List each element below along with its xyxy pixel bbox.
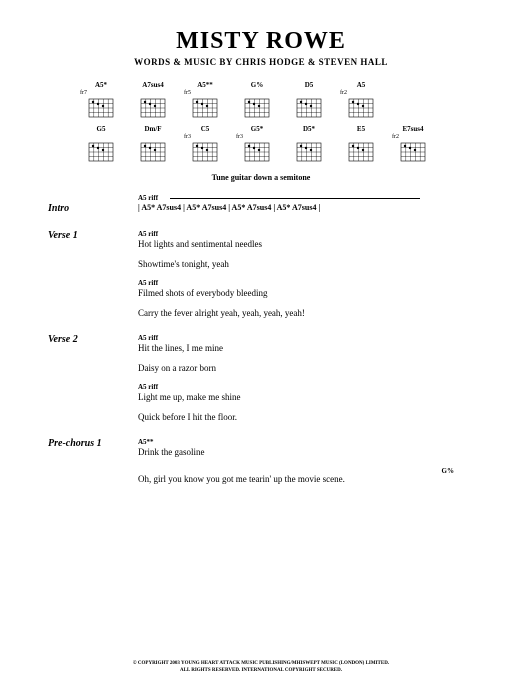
section-label: Intro bbox=[48, 203, 138, 214]
verse2-section: Verse 2 A5 riffHit the lines, I me mineD… bbox=[48, 334, 474, 422]
lyric-line: A5 riffFilmed shots of everybody bleedin… bbox=[138, 279, 474, 298]
chord-name: G% bbox=[251, 81, 263, 89]
riff-tag: A5 riff bbox=[138, 383, 474, 391]
chord-diagram: G5* fr3 bbox=[234, 125, 280, 163]
chord-name: E7sus4 bbox=[402, 125, 423, 133]
chord-diagram: A7sus4 bbox=[130, 81, 176, 119]
section-label: Verse 2 bbox=[48, 334, 138, 422]
riff-tag: A5 riff bbox=[138, 230, 474, 238]
lyric-text: Light me up, make me shine bbox=[138, 392, 474, 402]
lyric-line: Daisy on a razor born bbox=[138, 363, 474, 373]
chord-diagram: D5 bbox=[286, 81, 332, 119]
lyric-line: A5**Drink the gasoline bbox=[138, 438, 474, 457]
chord-diagram: A5 fr2 bbox=[338, 81, 384, 119]
lyric-text: Filmed shots of everybody bleeding bbox=[138, 288, 474, 298]
section-label: Pre-chorus 1 bbox=[48, 438, 138, 484]
song-title: MISTY ROWE bbox=[48, 28, 474, 55]
chord-grid bbox=[191, 97, 219, 119]
chord-diagram: Dm/F bbox=[130, 125, 176, 163]
chord-name: D5* bbox=[303, 125, 315, 133]
lyric-line: Quick before I hit the floor. bbox=[138, 412, 474, 422]
chord-name: Dm/F bbox=[144, 125, 161, 133]
chord-grid bbox=[347, 97, 375, 119]
intro-chords: | A5* A7sus4 | A5* A7sus4 | A5* A7sus4 |… bbox=[138, 203, 474, 214]
chord-diagram: A5* fr7 bbox=[78, 81, 124, 119]
chord-grid bbox=[87, 97, 115, 119]
lyric-text: Quick before I hit the floor. bbox=[138, 412, 474, 422]
chord-diagram: G5 bbox=[78, 125, 124, 163]
chord-name: C5 bbox=[201, 125, 210, 133]
lyric-text: Hit the lines, I me mine bbox=[138, 343, 474, 353]
riff-tag: A5 riff bbox=[138, 334, 474, 342]
lyric-line: A5 riffHot lights and sentimental needle… bbox=[138, 230, 474, 249]
chord-name: G5* bbox=[251, 125, 263, 133]
verse1-section: Verse 1 A5 riffHot lights and sentimenta… bbox=[48, 230, 474, 318]
chord-name: E5 bbox=[357, 125, 365, 133]
chord-name: A7sus4 bbox=[142, 81, 163, 89]
chord-name: G5 bbox=[97, 125, 106, 133]
chord-grid bbox=[399, 141, 427, 163]
chord-grid bbox=[347, 141, 375, 163]
lyric-line: A5 riffLight me up, make me shine bbox=[138, 383, 474, 402]
fret-label: fr7 bbox=[80, 90, 87, 97]
lyric-line: Showtime's tonight, yeah bbox=[138, 259, 474, 269]
chord-grid bbox=[139, 97, 167, 119]
fret-label: fr3 bbox=[236, 134, 243, 141]
chord-name: A5** bbox=[197, 81, 213, 89]
chord-diagram: A5** fr5 bbox=[182, 81, 228, 119]
riff-header: A5 riff bbox=[138, 194, 474, 202]
lyric-text: Carry the fever alright yeah, yeah, yeah… bbox=[138, 308, 474, 318]
copyright-text: © COPYRIGHT 2003 YOUNG HEART ATTACK MUSI… bbox=[0, 661, 522, 674]
fret-label: fr2 bbox=[340, 90, 347, 97]
chord-diagram: E5 bbox=[338, 125, 384, 163]
lyric-text: Oh, girl you know you got me tearin' up … bbox=[138, 474, 474, 484]
lyric-text: Drink the gasoline bbox=[138, 447, 474, 457]
riff-tag: A5 riff bbox=[138, 279, 474, 287]
lyric-line: Carry the fever alright yeah, yeah, yeah… bbox=[138, 308, 474, 318]
tuning-note: Tune guitar down a semitone bbox=[48, 173, 474, 182]
song-credits: WORDS & MUSIC BY CHRIS HODGE & STEVEN HA… bbox=[48, 57, 474, 67]
chord-diagram: C5 fr3 bbox=[182, 125, 228, 163]
fret-label: fr2 bbox=[392, 134, 399, 141]
chord-grid bbox=[295, 141, 323, 163]
riff-tag: A5** bbox=[138, 438, 474, 446]
chord-grid bbox=[243, 97, 271, 119]
chord-grid bbox=[87, 141, 115, 163]
chord-grid bbox=[295, 97, 323, 119]
chord-name: A5 bbox=[357, 81, 366, 89]
lyric-text: Hot lights and sentimental needles bbox=[138, 239, 474, 249]
chord-grid bbox=[139, 141, 167, 163]
chord-name: D5 bbox=[305, 81, 314, 89]
chord-grid bbox=[191, 141, 219, 163]
intro-section: Intro | A5* A7sus4 | A5* A7sus4 | A5* A7… bbox=[48, 203, 474, 214]
lyric-text: Showtime's tonight, yeah bbox=[138, 259, 474, 269]
chord-name: A5* bbox=[95, 81, 107, 89]
section-label: Verse 1 bbox=[48, 230, 138, 318]
chord-grid bbox=[243, 141, 271, 163]
lyric-line: A5 riffHit the lines, I me mine bbox=[138, 334, 474, 353]
lyric-text: Daisy on a razor born bbox=[138, 363, 474, 373]
prechorus1-section: Pre-chorus 1 A5**Drink the gasoline G%Oh,… bbox=[48, 438, 474, 484]
chord-diagram: G% bbox=[234, 81, 280, 119]
chord-diagram: E7sus4 fr2 bbox=[390, 125, 436, 163]
fret-label: fr5 bbox=[184, 90, 191, 97]
chord-diagram: D5* bbox=[286, 125, 332, 163]
chord-diagrams: A5* fr7 A7sus4 A5** fr5 G% D5 A5 fr2 G5 … bbox=[78, 81, 474, 163]
fret-label: fr3 bbox=[184, 134, 191, 141]
lyric-line: G%Oh, girl you know you got me tearin' u… bbox=[138, 467, 474, 484]
